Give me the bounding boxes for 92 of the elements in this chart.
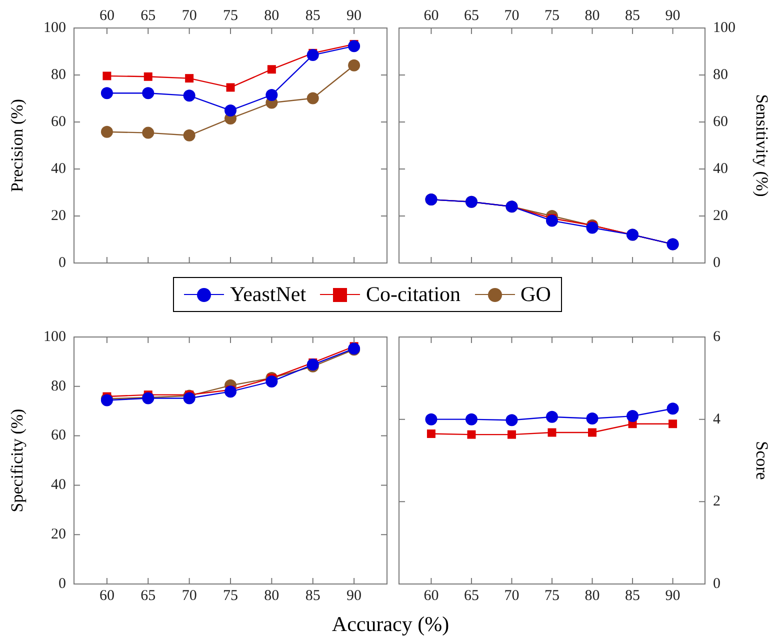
point xyxy=(586,222,598,234)
y2-tick-label: 0 xyxy=(713,576,720,592)
point xyxy=(426,430,436,438)
x-tick-label: 75 xyxy=(223,8,238,24)
point xyxy=(348,40,360,52)
point xyxy=(546,410,558,423)
x-tick-label: 85 xyxy=(625,8,640,24)
y2-tick-label: 100 xyxy=(713,20,736,36)
x-tick-label: 60 xyxy=(424,8,439,24)
x-tick-label: 60 xyxy=(424,588,439,604)
y-tick-label: 60 xyxy=(51,428,66,444)
x-tick-label: 90 xyxy=(346,8,362,24)
x-tick-label: 60 xyxy=(99,588,114,604)
point xyxy=(224,386,236,398)
point xyxy=(100,87,113,100)
x-tick-label: 80 xyxy=(584,8,600,24)
point xyxy=(465,413,478,426)
x-tick-label: 70 xyxy=(182,588,197,604)
point xyxy=(586,412,598,425)
x-tick-label: 90 xyxy=(346,588,362,604)
x-tick-label: 70 xyxy=(182,8,197,24)
point xyxy=(507,430,516,439)
x-tick-label: 85 xyxy=(625,588,640,604)
y-tick-label: 40 xyxy=(51,477,66,494)
y-tick-label: 80 xyxy=(51,66,66,83)
point xyxy=(142,87,154,100)
x-tick-label: 70 xyxy=(504,588,520,604)
y-axis-title: Specificity (%) xyxy=(8,408,27,512)
legend-label: Co-citation xyxy=(366,282,461,307)
x-tick-label: 75 xyxy=(223,588,238,604)
y2-tick-label: 20 xyxy=(713,208,728,224)
point xyxy=(668,420,678,428)
point xyxy=(183,392,196,404)
x-tick-label: 70 xyxy=(504,8,520,24)
y-tick-label: 0 xyxy=(58,576,66,592)
y2-tick-label: 80 xyxy=(713,66,728,83)
x-tick-label: 75 xyxy=(544,8,560,24)
x-tick-label: 60 xyxy=(99,8,114,24)
point xyxy=(185,74,194,83)
x-tick-label: 80 xyxy=(264,8,280,24)
point xyxy=(348,59,360,72)
point xyxy=(467,430,476,439)
y-tick-label: 100 xyxy=(44,20,66,36)
x-tick-label: 90 xyxy=(665,588,680,604)
y-tick-label: 60 xyxy=(51,114,66,130)
y2-tick-label: 4 xyxy=(713,411,721,428)
x-tick-label: 85 xyxy=(305,8,320,24)
point xyxy=(588,428,597,437)
x-tick-label: 75 xyxy=(544,588,560,604)
y2-tick-label: 2 xyxy=(713,494,720,510)
point xyxy=(306,49,319,62)
y2-tick-label: 0 xyxy=(713,254,720,271)
x-tick-label: 65 xyxy=(464,588,479,604)
point xyxy=(102,72,112,80)
point xyxy=(266,88,278,101)
y2-axis-title: Sensitivity (%) xyxy=(752,94,772,197)
x-tick-label: 65 xyxy=(140,8,156,24)
y-tick-label: 0 xyxy=(58,254,66,271)
x-tick-label: 90 xyxy=(665,8,680,24)
point xyxy=(626,410,639,422)
y2-tick-label: 6 xyxy=(713,328,721,345)
y-tick-label: 80 xyxy=(51,378,66,394)
legend-label: YeastNet xyxy=(230,282,306,307)
x-tick-label: 65 xyxy=(140,588,156,604)
x-tick-label: 65 xyxy=(464,8,479,24)
point xyxy=(226,83,235,92)
point xyxy=(224,104,236,116)
point xyxy=(266,375,278,388)
point xyxy=(144,72,152,81)
x-tick-label: 80 xyxy=(264,588,280,604)
y2-tick-label: 40 xyxy=(713,160,728,177)
y-tick-label: 100 xyxy=(44,328,66,345)
point xyxy=(666,402,679,415)
y-tick-label: 20 xyxy=(51,526,66,543)
y2-tick-label: 60 xyxy=(713,114,728,130)
point xyxy=(546,214,558,227)
y-tick-label: 20 xyxy=(51,208,66,224)
y-tick-label: 40 xyxy=(51,160,66,177)
point xyxy=(425,413,438,426)
x-tick-label: 85 xyxy=(305,588,320,604)
point xyxy=(306,92,319,104)
point xyxy=(183,129,196,142)
legend-label: GO xyxy=(520,282,551,307)
x-tick-label: 80 xyxy=(584,588,600,604)
y2-axis-title: Score xyxy=(752,441,772,480)
point xyxy=(100,126,113,138)
point xyxy=(506,414,518,426)
x-axis-title: Accuracy (%) xyxy=(330,612,450,637)
point xyxy=(183,90,196,102)
y-axis-title: Precision (%) xyxy=(8,98,27,192)
point xyxy=(142,126,154,139)
point xyxy=(267,65,276,74)
